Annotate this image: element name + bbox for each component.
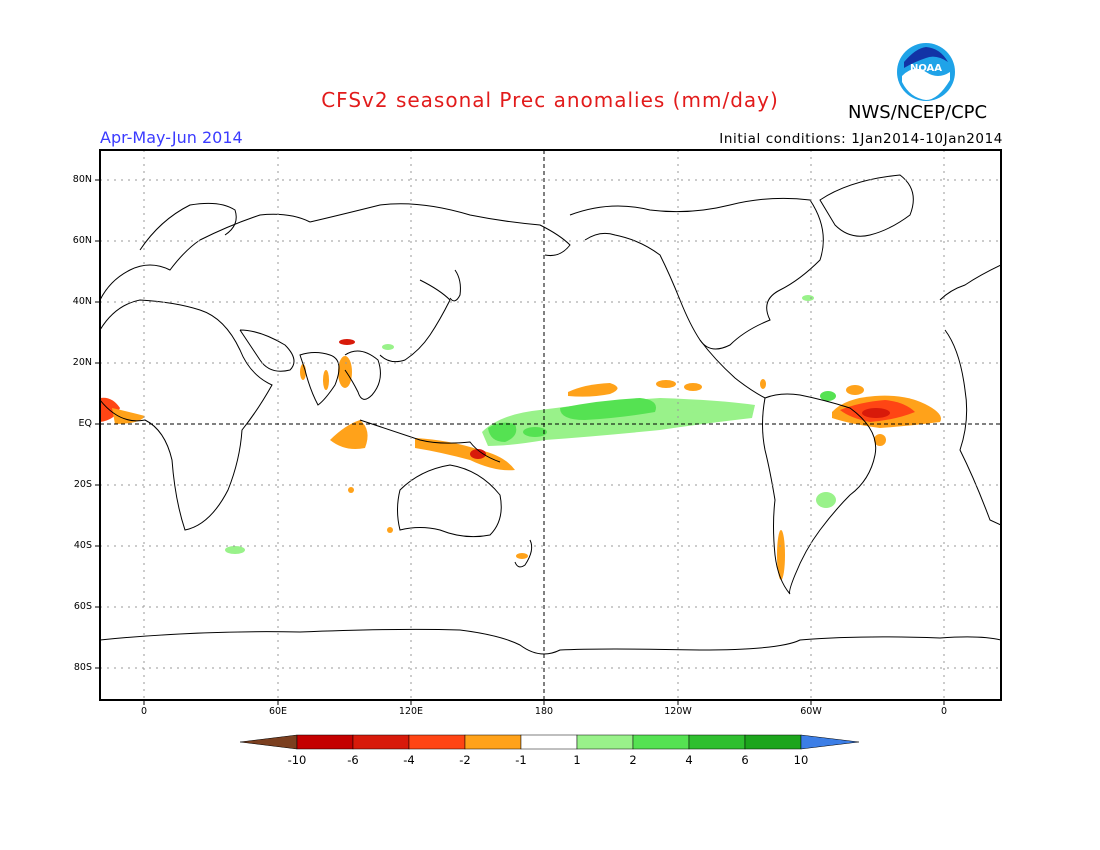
atlantic-negative-peak	[862, 408, 890, 418]
misc-positive-spot	[382, 344, 394, 350]
india-negative-spot	[323, 370, 329, 390]
map-gridlines	[100, 150, 1001, 700]
lat-label: 20S	[73, 479, 92, 490]
himalaya-negative-spot	[339, 339, 355, 345]
colorbar-label: -6	[347, 753, 359, 767]
colorbar-label: -2	[459, 753, 471, 767]
lon-label: 60W	[800, 706, 822, 717]
colorbar-arrow-left	[239, 734, 298, 750]
lat-label: 60N	[72, 235, 92, 246]
initial-conditions-label: Initial conditions: 1Jan2014-10Jan2014	[719, 131, 1003, 147]
africa-negative-anomaly-fringe	[112, 408, 145, 424]
lat-label: 60S	[73, 601, 92, 612]
atlantic-negative-spot	[846, 385, 864, 395]
colorbar-label: 4	[685, 753, 693, 767]
colorbar-arrow-right	[800, 734, 860, 750]
india-negative-spot	[338, 356, 352, 388]
colorbar-swatch	[296, 734, 354, 750]
coast-north-america	[569, 197, 824, 350]
misc-negative-spot	[760, 379, 766, 389]
misc-negative-spot	[387, 527, 393, 533]
lat-label: 20N	[72, 357, 92, 368]
coast-greenland	[819, 174, 914, 237]
coast-central-america	[699, 339, 766, 399]
misc-positive-spot	[802, 295, 814, 301]
lon-label: 0	[940, 706, 948, 717]
colorbar-label: -4	[403, 753, 415, 767]
lat-label: 40S	[73, 540, 92, 551]
colorbar	[239, 734, 860, 750]
colorbar-swatch	[744, 734, 802, 750]
coastlines	[100, 174, 1001, 655]
coast-antarctica	[100, 628, 1001, 655]
coast-africa	[100, 299, 273, 531]
indian-ocean-negative-anomaly	[330, 420, 368, 449]
coast-new-zealand	[514, 539, 533, 568]
colorbar-swatch	[576, 734, 634, 750]
pacific-negative-strip	[568, 383, 618, 397]
noaa-logo: NOAA	[897, 43, 955, 101]
colorbar-label: 2	[629, 753, 637, 767]
coast-japan	[449, 269, 461, 302]
pacific-positive-anomaly-west	[488, 422, 517, 442]
lon-label: 60E	[268, 706, 288, 717]
lat-label: 40N	[72, 296, 92, 307]
misc-positive-spot	[225, 546, 245, 554]
atlantic-negative-spot	[874, 434, 886, 446]
agency-label: NWS/NCEP/CPC	[848, 102, 988, 123]
coast-south-america	[762, 393, 877, 595]
logo-text: NOAA	[910, 63, 942, 74]
pacific-positive-spot	[730, 407, 750, 417]
coast-east-asia	[379, 279, 451, 363]
coast-australia	[397, 464, 502, 538]
coast-arabia	[239, 329, 295, 372]
colorbar-label: -10	[287, 753, 307, 767]
season-label: Apr-May-Jun 2014	[100, 128, 243, 147]
maritime-negative-peak	[470, 449, 486, 459]
colorbar-swatch	[520, 734, 578, 750]
coast-southeast-asia	[344, 350, 381, 400]
colorbar-label: 6	[741, 753, 749, 767]
coast-scandinavia	[139, 202, 237, 251]
pacific-negative-spot	[684, 383, 702, 391]
s-america-positive-spot	[816, 492, 836, 508]
colorbar-label: 1	[573, 753, 581, 767]
colorbar-swatch	[632, 734, 690, 750]
coast-indonesia	[359, 419, 501, 463]
coast-africa-east-edge	[944, 329, 1001, 526]
coast-asia-north	[309, 203, 571, 256]
lon-label: 120W	[664, 706, 692, 717]
pacific-negative-spot	[656, 380, 676, 388]
lat-label: 80N	[72, 174, 92, 185]
maritime-negative-anomaly	[415, 438, 515, 471]
pacific-positive-spot	[592, 407, 620, 415]
pacific-positive-spot	[523, 427, 547, 437]
colorbar-swatch	[408, 734, 466, 750]
lon-label: 120E	[398, 706, 424, 717]
coast-india	[299, 352, 340, 406]
coast-europe	[100, 213, 311, 301]
coast-europe-east-edge	[939, 264, 1001, 301]
colorbar-label: 10	[793, 753, 809, 767]
map-title: CFSv2 seasonal Prec anomalies (mm/day)	[321, 88, 779, 112]
colorbar-label: -1	[515, 753, 527, 767]
lat-label: EQ	[78, 418, 92, 429]
misc-negative-spot	[516, 553, 528, 559]
lon-label: 0	[140, 706, 148, 717]
lon-label: 180	[534, 706, 554, 717]
colorbar-swatch	[352, 734, 410, 750]
atlantic-positive-spot	[820, 391, 836, 401]
colorbar-swatch	[464, 734, 522, 750]
pacific-positive-spot	[686, 405, 714, 413]
anomaly-shading	[100, 295, 941, 580]
s-america-negative-spot	[777, 530, 785, 580]
colorbar-swatch	[688, 734, 746, 750]
misc-negative-spot	[348, 487, 354, 493]
map-frame	[99, 149, 1002, 701]
lat-label: 80S	[73, 662, 92, 673]
